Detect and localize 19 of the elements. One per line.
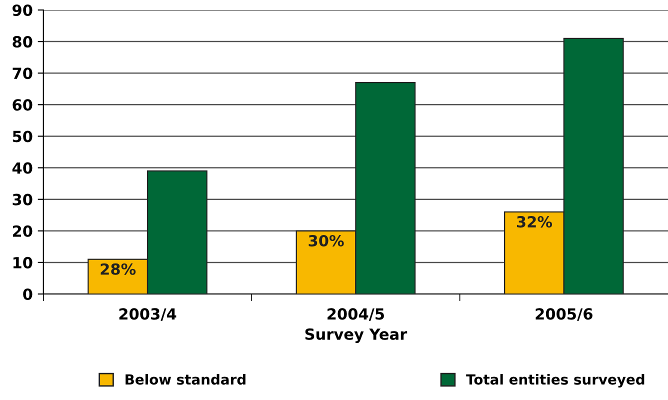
annotation: 32% [516,216,552,228]
y-tick-label: 10 [13,256,32,268]
x-tick-label: 2004/5 [328,308,384,321]
y-tick-label: 20 [12,225,32,237]
legend-label: Total entities surveyed [466,374,644,388]
y-tick-label: 50 [12,130,32,142]
annotation: 30% [308,234,344,246]
x-axis-title: Survey Year [305,328,408,344]
x-tick-label: 2005/6 [536,308,592,321]
x-tick-label: 2003/4 [119,308,176,321]
y-tick-label: 70 [12,68,32,80]
annotation: 28% [100,263,136,275]
y-tick-label: 80 [12,36,32,48]
y-tick-label: 30 [12,194,32,206]
y-tick-label: 60 [12,99,32,111]
y-tick-label: 0 [23,288,32,300]
legend-label: Below standard [126,374,246,385]
y-tick-label: 40 [12,162,32,174]
y-tick-label: 90 [12,4,32,16]
